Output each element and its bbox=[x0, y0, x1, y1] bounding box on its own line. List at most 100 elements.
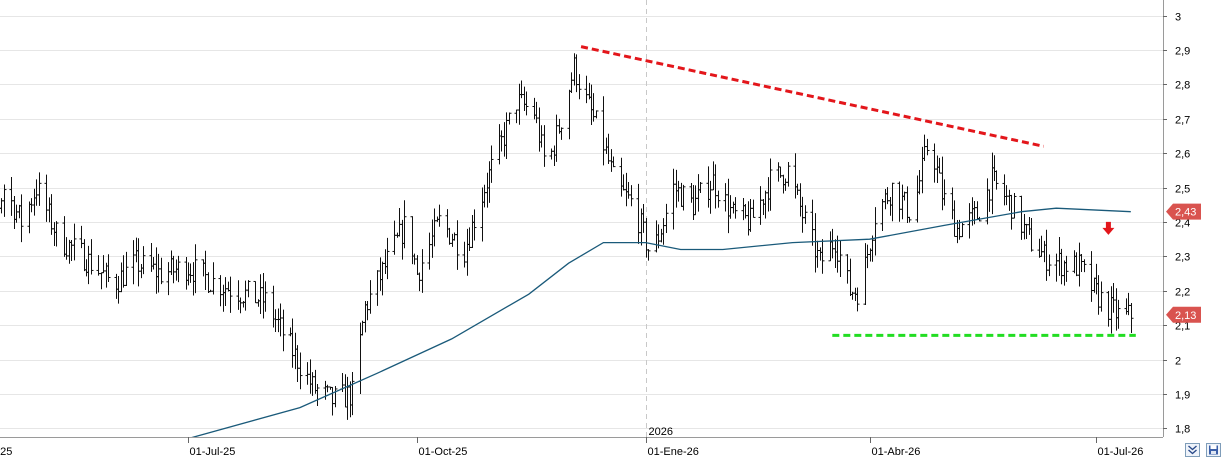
price-bar[interactable] bbox=[960, 222, 965, 238]
price-bar[interactable] bbox=[994, 170, 999, 190]
price-bar[interactable] bbox=[455, 220, 460, 270]
price-bar[interactable] bbox=[594, 110, 599, 119]
price-bar[interactable] bbox=[698, 182, 703, 193]
price-bar[interactable] bbox=[1116, 299, 1121, 329]
price-bar[interactable] bbox=[37, 172, 42, 206]
price-bar[interactable] bbox=[489, 145, 494, 183]
price-bar[interactable] bbox=[315, 384, 320, 406]
price-bar[interactable] bbox=[733, 197, 738, 219]
price-bar[interactable] bbox=[542, 125, 547, 167]
price-bar[interactable] bbox=[507, 112, 512, 125]
save-icon[interactable] bbox=[1206, 443, 1221, 457]
price-bar[interactable] bbox=[855, 287, 860, 312]
badge-label: 2,13 bbox=[1175, 310, 1196, 322]
price-bar[interactable] bbox=[1129, 303, 1134, 333]
price-bar[interactable] bbox=[559, 127, 564, 140]
moving-average-badge: 2,43 bbox=[1166, 203, 1201, 220]
y-tick-label: 3 bbox=[1175, 12, 1181, 24]
x-axis: 01-Abr-25 01-Jul-25 01-Oct-25 01-Ene-26 01-A… bbox=[0, 437, 1226, 461]
price-bar[interactable] bbox=[890, 182, 895, 222]
grid-lines bbox=[0, 16, 1163, 429]
x-tick-label: 01-Oct-25 bbox=[419, 446, 468, 458]
x-tick-label: 01-Jul-25 bbox=[190, 446, 236, 458]
y-tick-label: 2,6 bbox=[1175, 149, 1190, 161]
chevron-double-down-icon[interactable] bbox=[1185, 443, 1200, 457]
price-bar[interactable] bbox=[577, 74, 582, 100]
price-bar[interactable] bbox=[298, 352, 303, 390]
price-bar[interactable] bbox=[2, 184, 7, 217]
price-bar[interactable] bbox=[611, 156, 616, 168]
price-bar[interactable] bbox=[333, 385, 338, 408]
price-bar[interactable] bbox=[1064, 255, 1069, 282]
moving-average-line[interactable] bbox=[187, 207, 1131, 440]
price-bar[interactable] bbox=[159, 257, 164, 285]
x-tick-label: 01-Abr-26 bbox=[872, 446, 921, 458]
price-bar[interactable] bbox=[907, 216, 912, 223]
x-tick-label: 01-Abr-25 bbox=[0, 446, 12, 458]
x-tick-label: 01-Ene-26 bbox=[648, 446, 699, 458]
moving-average-path[interactable] bbox=[187, 207, 1131, 440]
y-axis: 1,8 1,9 2 2,1 2,2 2,3 2,4 2,5 2,6 2,7 2,8 2,9 3 bbox=[1163, 0, 1190, 437]
y-tick-label: 2,4 bbox=[1175, 218, 1190, 230]
price-bar[interactable] bbox=[1099, 281, 1104, 312]
y-tick-label: 2 bbox=[1175, 356, 1181, 368]
y-tick-label: 1,9 bbox=[1175, 390, 1190, 402]
y-tick-label: 2,3 bbox=[1175, 252, 1190, 264]
annotations bbox=[580, 45, 1136, 337]
price-bar[interactable] bbox=[89, 239, 94, 275]
price-bar[interactable] bbox=[472, 209, 477, 241]
price-bar[interactable] bbox=[838, 240, 843, 277]
price-bar[interactable] bbox=[524, 91, 529, 116]
price-bar[interactable] bbox=[820, 239, 825, 274]
price-bar[interactable] bbox=[141, 246, 146, 275]
badge-shape bbox=[1166, 306, 1201, 323]
price-bar[interactable] bbox=[751, 199, 756, 218]
price-bar[interactable] bbox=[1012, 192, 1017, 219]
price-bar[interactable] bbox=[19, 194, 24, 243]
price-bar[interactable] bbox=[385, 237, 390, 280]
price-bar[interactable] bbox=[942, 179, 947, 206]
price-bar[interactable] bbox=[925, 138, 930, 156]
price-bar[interactable] bbox=[54, 221, 59, 247]
y-tick-label: 2,2 bbox=[1175, 287, 1190, 299]
y-tick-label: 2,9 bbox=[1175, 46, 1190, 58]
price-bar[interactable] bbox=[211, 262, 216, 295]
price-bar[interactable] bbox=[786, 161, 791, 187]
price-bar[interactable] bbox=[873, 207, 878, 256]
price-bar[interactable] bbox=[664, 203, 669, 233]
price-bar[interactable] bbox=[1029, 218, 1034, 252]
price-bar[interactable] bbox=[1082, 259, 1087, 273]
price-bar[interactable] bbox=[629, 185, 634, 207]
price-bar[interactable] bbox=[106, 254, 111, 283]
price-bar[interactable] bbox=[228, 276, 233, 313]
price-bar[interactable] bbox=[263, 281, 268, 312]
price-bar[interactable] bbox=[246, 280, 251, 298]
price-bar[interactable] bbox=[420, 249, 425, 293]
price-bar[interactable] bbox=[72, 223, 77, 261]
resistance-trendline bbox=[580, 45, 1045, 148]
price-badge: 2,13 bbox=[1166, 306, 1201, 323]
price-bar[interactable] bbox=[368, 280, 373, 314]
price-bar[interactable] bbox=[716, 190, 721, 208]
price-bar[interactable] bbox=[402, 200, 407, 249]
price-bar[interactable] bbox=[124, 251, 129, 287]
price-bar[interactable] bbox=[803, 205, 808, 224]
price-bar[interactable] bbox=[176, 255, 181, 283]
badge-shape bbox=[1166, 203, 1201, 220]
price-bars[interactable] bbox=[0, 53, 1134, 420]
year-label: 2026 bbox=[649, 426, 673, 438]
price-bar[interactable] bbox=[681, 184, 686, 211]
x-tick-label: 01-Jul-26 bbox=[1098, 446, 1144, 458]
price-bar[interactable] bbox=[437, 204, 442, 227]
down-arrow-icon bbox=[1102, 221, 1115, 235]
price-bar[interactable] bbox=[350, 371, 355, 416]
price-bar[interactable] bbox=[193, 244, 198, 294]
price-bar[interactable] bbox=[768, 158, 773, 211]
y-tick-label: 2,1 bbox=[1175, 321, 1190, 333]
price-bar[interactable] bbox=[646, 249, 651, 261]
y-tick-label: 2,5 bbox=[1175, 184, 1190, 196]
price-bar[interactable] bbox=[1047, 254, 1052, 277]
price-bar[interactable] bbox=[281, 309, 286, 352]
